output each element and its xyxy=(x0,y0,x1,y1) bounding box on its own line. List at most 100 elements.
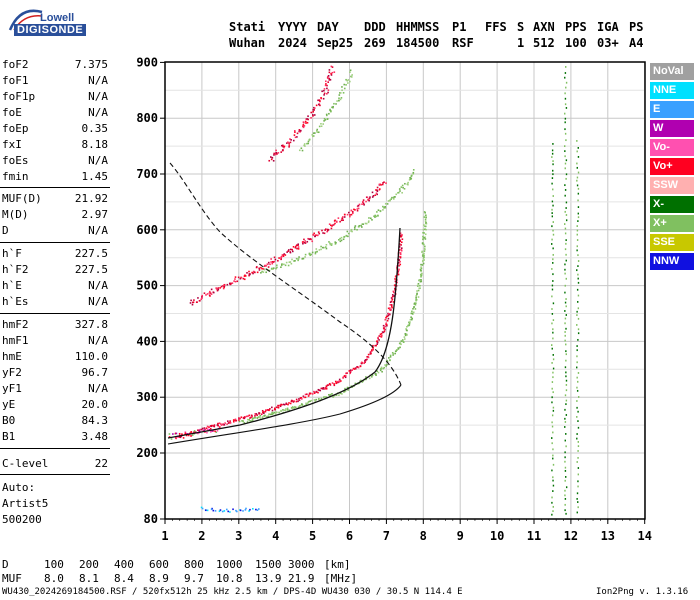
x-mode-trace-dot xyxy=(423,250,426,252)
param-label: h`F xyxy=(2,247,22,260)
interference-dot xyxy=(564,223,566,225)
interference-dot xyxy=(564,72,567,74)
o-mode-trace-dot xyxy=(274,407,276,410)
second-hop-x-dot xyxy=(297,259,299,262)
interference-dot xyxy=(564,194,566,197)
o-mode-trace-dot xyxy=(238,419,240,422)
second-hop-trace-dot xyxy=(324,229,326,231)
x-mode-trace-dot xyxy=(258,416,260,418)
o-mode-trace-dot xyxy=(357,366,360,369)
second-hop-x-dot xyxy=(297,257,300,260)
second-hop-trace-dot xyxy=(199,299,201,302)
interference-dot xyxy=(564,121,566,124)
x-tick-label: 5 xyxy=(309,529,316,543)
second-hop-x-dot xyxy=(322,246,325,249)
x-mode-trace-dot xyxy=(278,411,280,414)
second-hop-trace-dot xyxy=(304,240,307,242)
o-mode-trace-dot xyxy=(394,287,396,290)
o-mode-trace-dot xyxy=(333,383,335,385)
interference-dot xyxy=(551,238,553,241)
muf-value: 10.8 xyxy=(216,572,243,585)
third-hop-trace-dot xyxy=(320,97,322,99)
second-hop-trace-dot xyxy=(375,189,377,191)
second-hop-trace-dot xyxy=(362,202,365,205)
x-mode-trace-dot xyxy=(415,302,417,304)
second-hop-trace-dot xyxy=(240,276,243,279)
x-mode-trace-dot xyxy=(418,278,421,281)
second-hop-trace-dot xyxy=(308,238,311,240)
third-hop-trace-dot xyxy=(274,153,277,156)
x-mode-trace-dot xyxy=(420,263,422,266)
second-hop-x-dot xyxy=(318,249,321,251)
param-row: hmE 110.0 xyxy=(2,350,108,365)
o-mode-trace-dot xyxy=(360,361,363,364)
x-mode-trace-dot xyxy=(424,225,426,228)
o-mode-trace-dot xyxy=(367,353,370,356)
param-value: N/A xyxy=(88,106,108,119)
interference-dot xyxy=(564,498,567,500)
second-hop-trace-dot xyxy=(325,228,327,230)
x-mode-trace-dot xyxy=(309,400,311,403)
x-mode-trace-dot xyxy=(423,247,426,250)
param-value: 8.18 xyxy=(81,138,109,151)
o-mode-trace-dot xyxy=(205,427,208,430)
o-mode-trace-dot xyxy=(265,409,268,411)
second-hop-x-dot xyxy=(280,264,283,266)
interference-dot xyxy=(564,128,566,131)
third-hop-x-dot xyxy=(314,132,316,134)
second-hop-x-dot xyxy=(281,263,283,265)
x-mode-trace-dot xyxy=(419,269,422,271)
x-mode-trace-dot xyxy=(310,399,313,402)
x-mode-trace-dot xyxy=(394,350,397,353)
o-mode-trace-dot xyxy=(290,400,293,403)
o-mode-trace-dot xyxy=(354,367,357,370)
third-hop-x-dot xyxy=(322,123,324,125)
x-mode-trace-dot xyxy=(392,354,394,356)
second-hop-x-dot xyxy=(321,246,324,249)
second-hop-trace-dot xyxy=(357,204,360,207)
interference-dot xyxy=(564,366,567,369)
panel-separator xyxy=(0,448,110,449)
o-mode-trace-dot xyxy=(396,271,399,274)
x-mode-trace-dot xyxy=(424,245,426,248)
o-mode-trace-dot xyxy=(382,327,385,329)
second-hop-x-dot xyxy=(283,263,285,266)
interference-dot xyxy=(576,415,578,418)
x-mode-trace-dot xyxy=(250,420,253,422)
second-hop-trace-dot xyxy=(219,287,221,289)
o-mode-trace-dot xyxy=(329,382,331,385)
third-hop-trace-dot xyxy=(330,65,333,68)
third-hop-x-dot xyxy=(307,140,310,143)
interference-dot xyxy=(564,460,566,463)
param-value: 110.0 xyxy=(74,350,108,363)
third-hop-trace-dot xyxy=(329,79,332,81)
x-mode-trace-dot xyxy=(314,400,316,402)
low-echo-dot xyxy=(210,508,213,511)
x-tick-label: 3 xyxy=(235,529,242,543)
second-hop-trace-dot xyxy=(349,215,351,218)
param-label: B1 xyxy=(2,430,16,443)
param-value: N/A xyxy=(88,295,108,308)
interference-dot xyxy=(552,391,554,394)
second-hop-trace-dot xyxy=(203,292,206,295)
x-mode-trace-dot xyxy=(259,417,262,419)
second-hop-trace-dot xyxy=(294,246,297,249)
second-hop-x-dot xyxy=(353,228,356,231)
x-mode-trace-dot xyxy=(423,232,425,234)
third-hop-x-dot xyxy=(341,89,343,92)
o-mode-trace-dot xyxy=(385,323,387,326)
interference-dot xyxy=(577,420,579,423)
param-row: fmin 1.45 xyxy=(2,170,108,185)
interference-dot xyxy=(551,442,553,445)
interference-dot xyxy=(577,156,580,158)
second-hop-trace-dot xyxy=(335,221,338,223)
second-hop-trace-dot xyxy=(362,199,365,201)
x-mode-trace-dot xyxy=(339,392,342,394)
second-hop-trace-dot xyxy=(381,183,384,186)
o-mode-trace-dot xyxy=(285,403,288,405)
second-hop-x-dot xyxy=(314,251,317,254)
second-hop-trace-dot xyxy=(234,278,236,280)
o-mode-trace-dot xyxy=(277,406,280,409)
param-value: N/A xyxy=(88,154,108,167)
o-mode-trace-dot xyxy=(239,417,242,420)
